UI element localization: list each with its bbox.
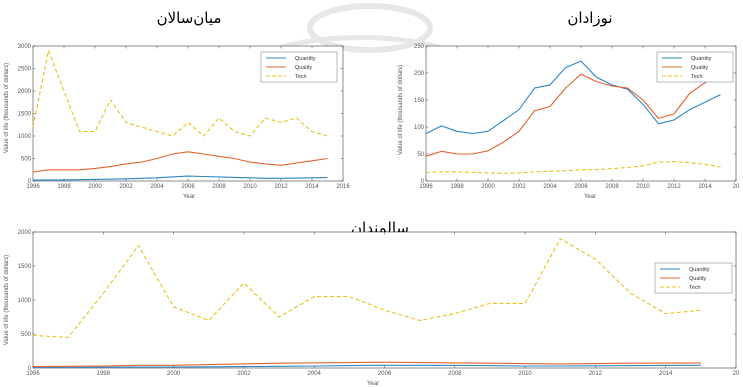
legend-entry: Quantity [691,56,712,62]
x-axis-label: Year [584,194,596,200]
x-tick-label: 2004 [543,184,557,190]
series-line-tech [425,161,721,174]
y-tick-label: 1000 [18,134,32,140]
x-tick-label: 1998 [450,184,464,190]
x-tick-label: 2008 [212,184,226,190]
y-tick-label: 200 [414,71,425,77]
y-tick-label: 250 [414,44,425,50]
x-axis-label: Year [183,194,195,200]
chart-title: میان‌سالان [157,9,222,27]
x-tick-label: 2000 [481,184,495,190]
y-tick-label: 1000 [18,298,32,304]
plot-frame [32,231,737,369]
y-tick-label: 500 [21,157,32,163]
legend: Quantity Quality Tech [656,51,734,83]
y-tick-label: 150 [414,98,425,104]
chart-elderly: سالمندان Value of life (thousands of dol… [4,219,740,387]
y-tick-label: 2000 [18,89,32,95]
legend: Quantity Quality Tech [260,51,338,83]
legend-entry: Quantity [689,267,710,273]
legend-entry: Quality [295,65,312,71]
series-line-quantity [33,364,701,368]
x-tick-label: 2012 [274,184,288,190]
x-tick-label: 2014 [698,184,712,190]
x-axis-label: Year [367,381,379,387]
plot-area: 1996 1998 2000 2002 2004 2006 2008 2010 2012 2014… [414,44,740,190]
legend-entry: Quantity [295,56,316,62]
x-tick-label: 2012 [589,371,603,377]
x-tick-label: 1996 [26,184,40,190]
plot-area: 1996 1998 2000 2002 2004 2006 2008 2010 2012 2014… [18,44,351,190]
x-tick-label: 1996 [26,371,40,377]
series-line-quality [32,361,701,368]
x-tick-label: 20 [733,184,740,190]
x-tick-label: 2010 [636,184,650,190]
x-tick-label: 2012 [667,184,681,190]
x-tick-label: 2002 [512,184,526,190]
x-tick-label: 2010 [518,371,532,377]
chart-middle-aged: میان‌سالان Value of life (thousands of d… [4,9,350,200]
x-tick-label: 2008 [448,371,462,377]
legend-entry: Tech [295,74,307,80]
y-tick-label: 1500 [18,112,32,118]
x-tick-label: 1998 [97,371,111,377]
x-tick-label: 2000 [167,371,181,377]
legend-entry: Quality [691,65,708,71]
x-tick-label: 2014 [659,371,673,377]
y-tick-label: 0 [28,366,32,372]
legend: Quantity Quality Tech [654,262,733,294]
x-tick-label: 2010 [243,184,257,190]
series-line-quantity [425,60,721,135]
x-tick-label: 2004 [150,184,164,190]
x-tick-label: 2008 [605,184,619,190]
x-tick-label: 2002 [237,371,251,377]
y-axis-label: Value of life (thousands of dollars) [4,255,10,345]
y-tick-label: 50 [417,152,424,158]
series-line-quality [425,71,721,157]
chart-title: نوزادان [567,9,612,27]
x-tick-label: 2006 [574,184,588,190]
y-tick-label: 2000 [18,230,32,236]
y-tick-label: 1500 [18,264,32,270]
chart-infants: نوزادان Value of life (thousands of doll… [398,9,740,200]
y-tick-label: 500 [21,332,32,338]
x-tick-label: 1996 [419,184,433,190]
y-axis-label: Value of life (thousands of dollars) [4,63,10,153]
plot-area: 1996 1998 2000 2002 2004 2006 2008 2010 2012 2014… [18,230,740,377]
legend-entry: Quality [689,276,706,282]
x-tick-label: 2000 [88,184,102,190]
series-line-quantity [32,175,328,181]
series-line-quality [32,151,328,173]
x-tick-label: 2004 [308,371,322,377]
y-tick-label: 3000 [18,44,32,50]
y-tick-label: 0 [421,179,425,185]
legend-box [654,262,733,294]
x-tick-label: 2002 [119,184,133,190]
series-line-tech [32,49,328,137]
x-tick-label: 2014 [305,184,319,190]
y-axis-label: Value of life (thousands of dollars) [398,65,404,155]
x-tick-label: 20 [733,371,740,377]
y-tick-label: 0 [28,179,32,185]
x-tick-label: 2016 [336,184,350,190]
x-tick-label: 1998 [57,184,71,190]
x-tick-label: 2006 [378,371,392,377]
legend-entry: Tech [689,285,701,291]
legend-entry: Tech [691,74,703,80]
x-tick-label: 2006 [181,184,195,190]
y-tick-label: 100 [414,125,425,131]
series-line-tech [32,238,701,338]
y-tick-label: 2500 [18,67,32,73]
